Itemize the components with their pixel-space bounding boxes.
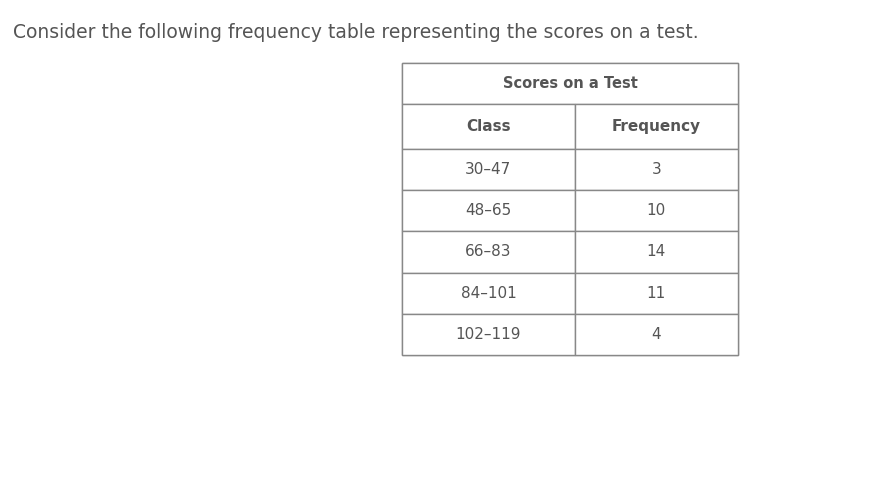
Text: 84–101: 84–101 [461,286,516,301]
Text: Consider the following frequency table representing the scores on a test.: Consider the following frequency table r… [13,23,699,42]
Text: 102–119: 102–119 [455,327,522,342]
Text: 14: 14 [647,244,666,260]
Text: 3: 3 [652,162,661,177]
Text: 48–65: 48–65 [465,203,512,218]
Text: 11: 11 [647,286,666,301]
Text: Class: Class [466,119,511,134]
Text: 30–47: 30–47 [465,162,512,177]
Text: 66–83: 66–83 [465,244,512,260]
Text: 10: 10 [647,203,666,218]
Text: Frequency: Frequency [612,119,701,134]
Text: 4: 4 [652,327,661,342]
Text: Scores on a Test: Scores on a Test [503,76,637,91]
